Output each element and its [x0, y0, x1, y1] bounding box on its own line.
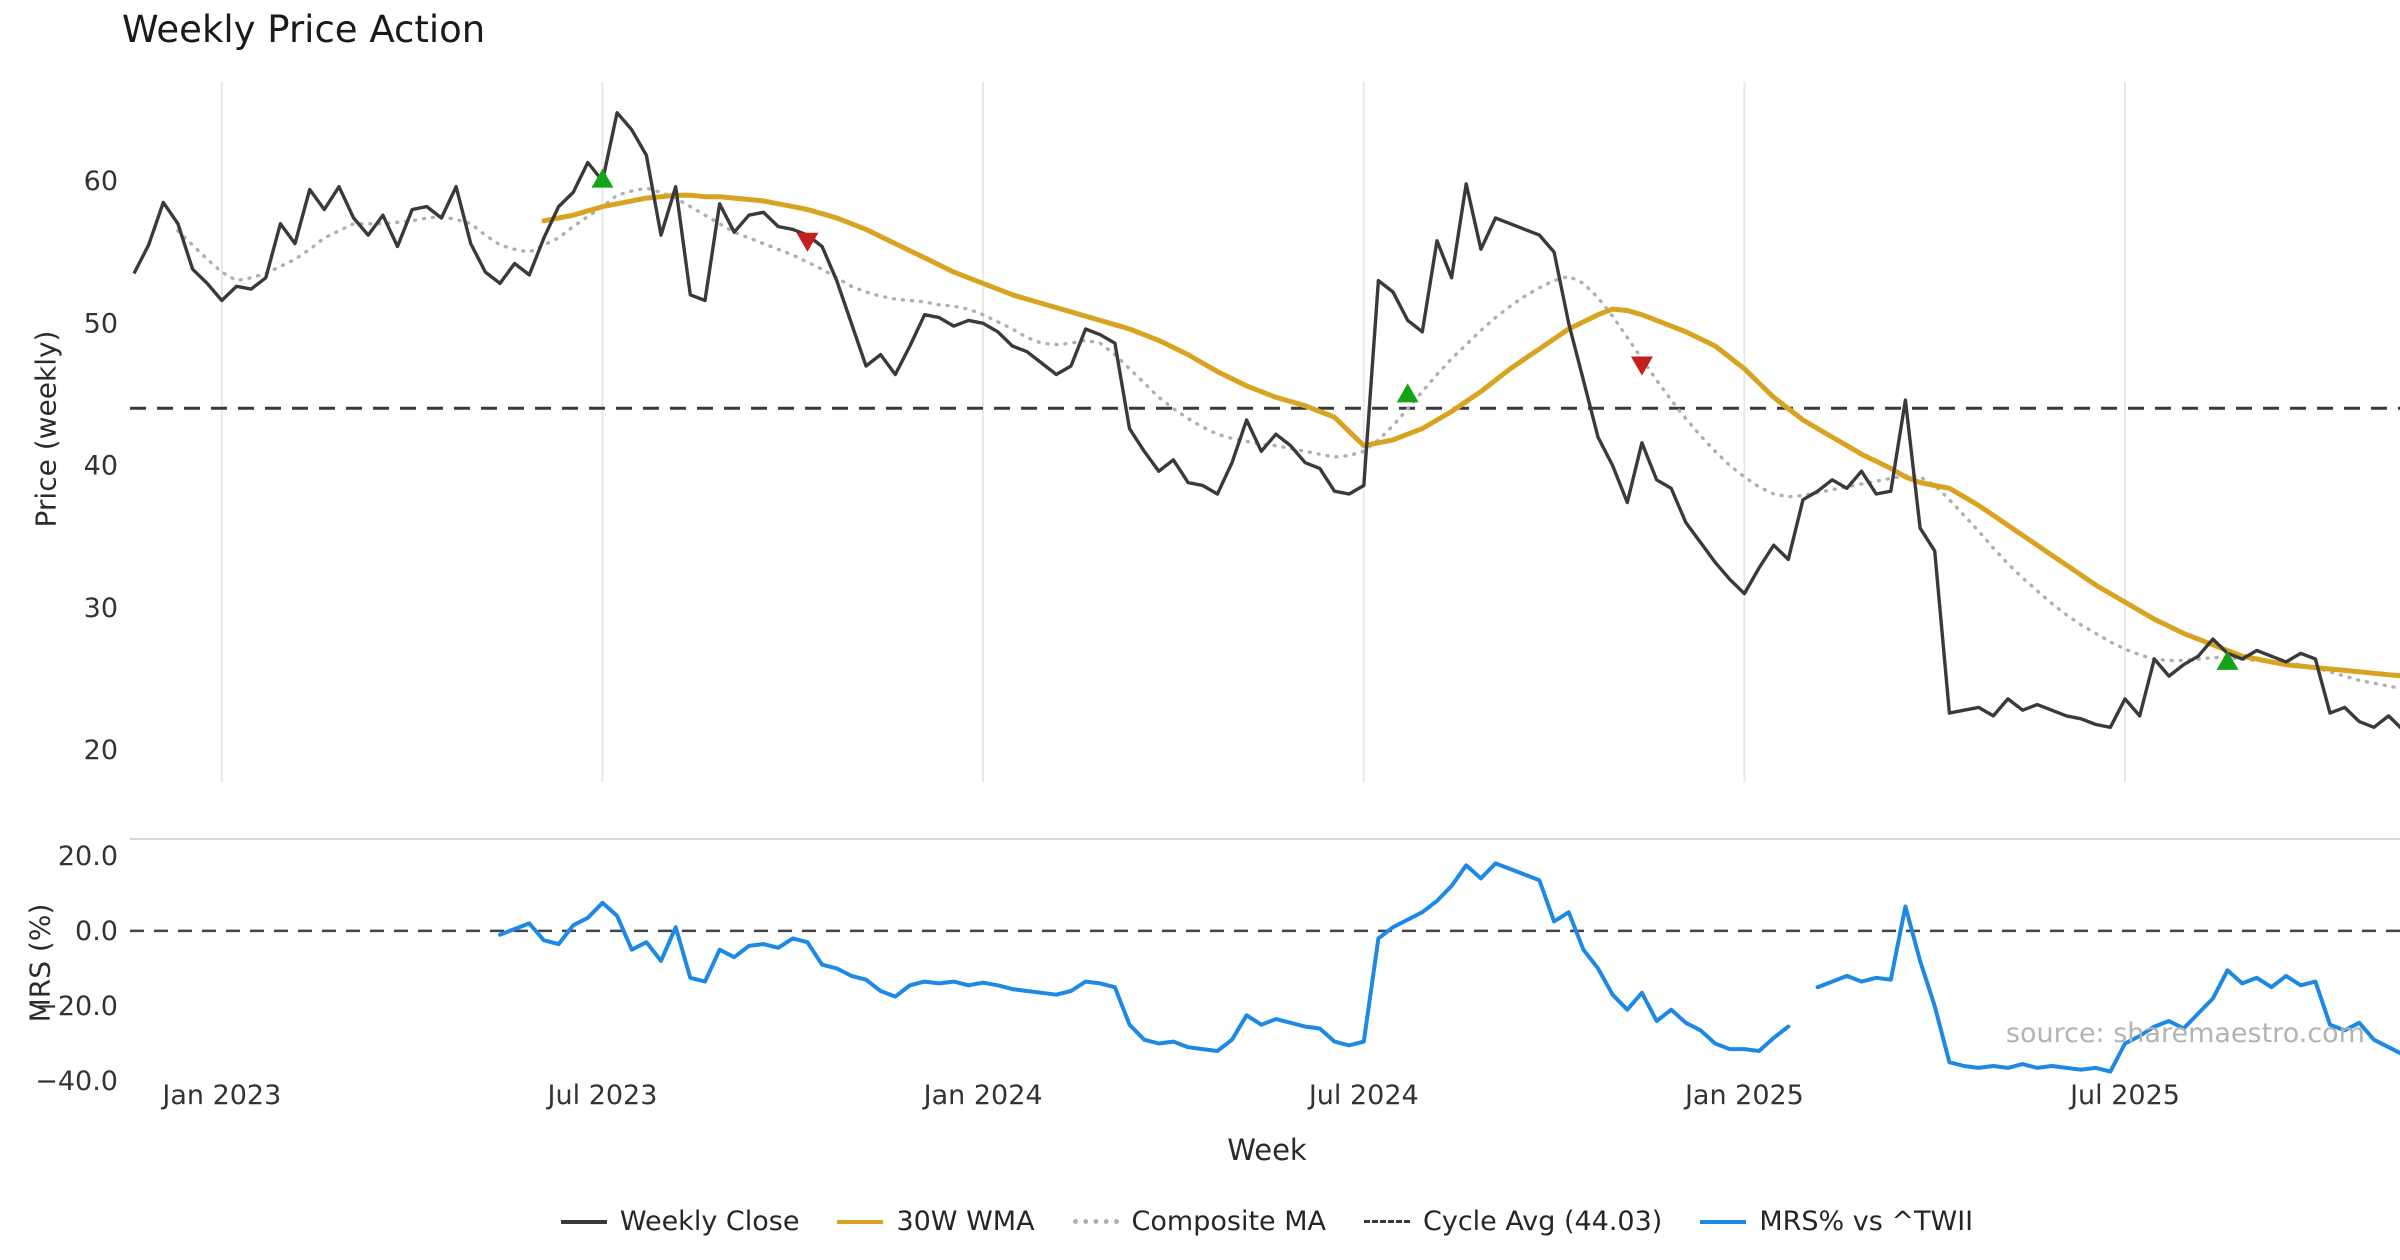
legend-swatch-wma-30w [837, 1219, 884, 1224]
mrs-tick-label: 0.0 [75, 916, 118, 947]
legend-label-cycle-avg: Cycle Avg (44.03) [1423, 1206, 1663, 1237]
legend-label-weekly-close: Weekly Close [619, 1206, 800, 1237]
x-tick-label: Jul 2025 [2068, 1080, 2180, 1111]
price-tick-label: 40 [84, 451, 118, 482]
legend-swatch-weekly-close [560, 1219, 607, 1224]
x-tick-label: Jul 2024 [1307, 1080, 1419, 1111]
sell-signal-marker [1630, 356, 1653, 376]
buy-signal-marker [1396, 383, 1419, 403]
mrs-tick-label: −40.0 [35, 1066, 118, 1097]
legend-label-composite-ma: Composite MA [1131, 1206, 1326, 1237]
x-tick-label: Jan 2025 [1683, 1080, 1804, 1111]
buy-signal-marker [2216, 650, 2239, 670]
mrs-line [498, 861, 2400, 1074]
price-tick-label: 60 [84, 166, 118, 197]
legend-swatch-composite-ma [1072, 1219, 1119, 1224]
legend-swatch-cycle-avg [1364, 1220, 1410, 1223]
price-tick-label: 20 [84, 735, 118, 766]
x-tick-label: Jan 2023 [160, 1080, 281, 1111]
x-axis-label: Week [1227, 1133, 1307, 1167]
buy-signal-marker [591, 168, 614, 188]
sell-signal-marker [796, 232, 819, 252]
composite-ma-line [176, 186, 2400, 691]
mrs-axis-label: MRS (%) [23, 903, 57, 1023]
legend-item-cycle-avg: Cycle Avg (44.03) [1364, 1206, 1662, 1237]
chart-legend: Weekly Close 30W WMA Composite MA Cycle Avg… [134, 1206, 2400, 1237]
weekly-close-line [132, 111, 2400, 730]
source-watermark: source: sharemaestro.com [2005, 1018, 2365, 1049]
legend-swatch-mrs [1700, 1219, 1747, 1224]
legend-item-wma-30w: 30W WMA [837, 1206, 1035, 1237]
mrs-tick-label: −20.0 [35, 991, 118, 1022]
legend-item-mrs: MRS% vs ^TWII [1700, 1206, 1973, 1237]
price-tick-label: 30 [84, 593, 118, 624]
mrs-tick-label: 20.0 [58, 841, 118, 872]
wma-30w-line [541, 192, 2400, 679]
legend-label-mrs: MRS% vs ^TWII [1759, 1206, 1974, 1237]
price-tick-label: 50 [84, 308, 118, 339]
legend-label-wma-30w: 30W WMA [896, 1206, 1035, 1237]
legend-item-composite-ma: Composite MA [1072, 1206, 1326, 1237]
x-tick-label: Jan 2024 [922, 1080, 1043, 1111]
chart-title: Weekly Price Action [122, 8, 486, 51]
x-tick-label: Jul 2023 [546, 1080, 658, 1111]
legend-item-weekly-close: Weekly Close [560, 1206, 800, 1237]
price-axis-label: Price (weekly) [29, 330, 63, 528]
